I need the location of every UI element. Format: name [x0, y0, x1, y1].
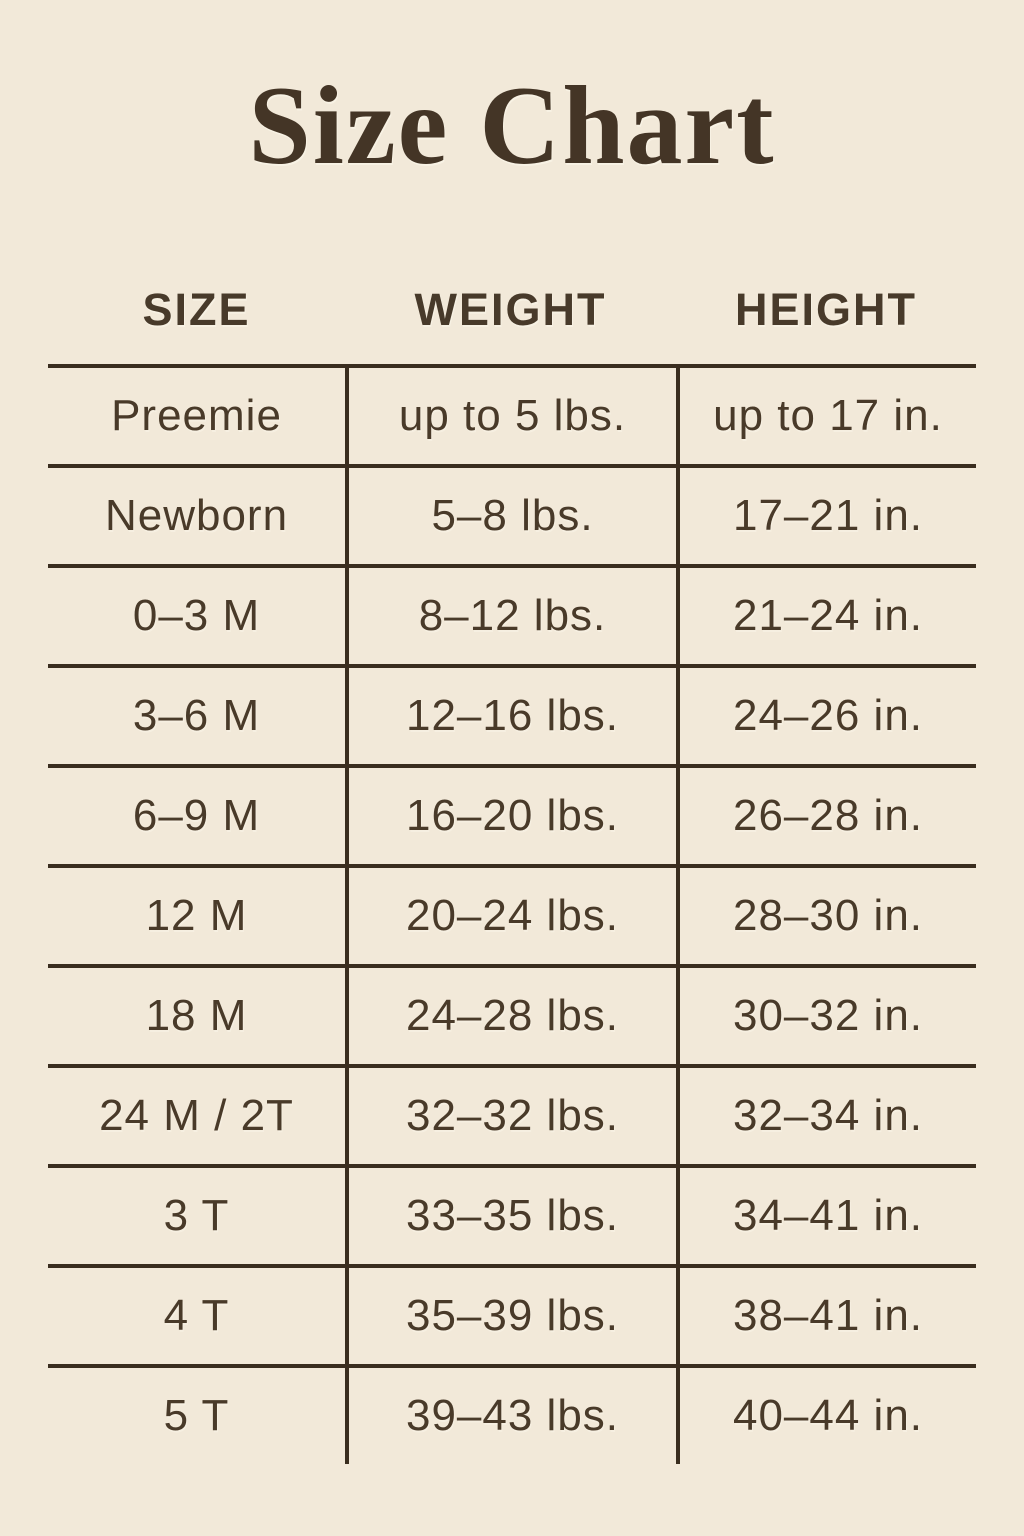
table-header-row: SIZE WEIGHT HEIGHT — [48, 196, 976, 364]
height-cell: 38–41 in. — [676, 1268, 976, 1364]
weight-cell: 16–20 lbs. — [345, 768, 676, 864]
height-cell: 26–28 in. — [676, 768, 976, 864]
table-row: 3 T 33–35 lbs. 34–41 in. — [48, 1164, 976, 1264]
weight-cell: up to 5 lbs. — [345, 368, 676, 464]
weight-cell: 12–16 lbs. — [345, 668, 676, 764]
size-cell: 6–9 M — [132, 791, 261, 840]
header-cell-height: HEIGHT — [734, 284, 917, 335]
weight-cell: 33–35 lbs. — [345, 1168, 676, 1264]
weight-cell: 24–28 lbs. — [345, 968, 676, 1064]
height-cell: 40–44 in. — [676, 1368, 976, 1464]
size-cell: 24 M / 2T — [99, 1091, 294, 1140]
table-row: 4 T 35–39 lbs. 38–41 in. — [48, 1264, 976, 1364]
weight-cell: 20–24 lbs. — [345, 868, 676, 964]
table-row: 6–9 M 16–20 lbs. 26–28 in. — [48, 764, 976, 864]
size-cell: Preemie — [111, 391, 282, 440]
size-cell: 3–6 M — [132, 691, 261, 740]
weight-cell: 8–12 lbs. — [345, 568, 676, 664]
table-body: Preemie up to 5 lbs. up to 17 in. Newborn 5–… — [48, 364, 976, 1464]
size-chart-table: SIZE WEIGHT HEIGHT Preemie up to 5 lbs. up t… — [48, 196, 976, 1464]
header-cell-size: SIZE — [142, 284, 251, 335]
height-cell: 17–21 in. — [676, 468, 976, 564]
header-cell-weight: WEIGHT — [414, 284, 607, 335]
height-cell: 30–32 in. — [676, 968, 976, 1064]
table-row: 3–6 M 12–16 lbs. 24–26 in. — [48, 664, 976, 764]
height-cell: 28–30 in. — [676, 868, 976, 964]
size-cell: 12 M — [145, 891, 248, 940]
height-cell: 21–24 in. — [676, 568, 976, 664]
size-cell: 0–3 M — [132, 591, 261, 640]
table-row: 0–3 M 8–12 lbs. 21–24 in. — [48, 564, 976, 664]
table-row: Newborn 5–8 lbs. 17–21 in. — [48, 464, 976, 564]
height-cell: up to 17 in. — [676, 368, 976, 464]
weight-cell: 35–39 lbs. — [345, 1268, 676, 1364]
table-row: 24 M / 2T 32–32 lbs. 32–34 in. — [48, 1064, 976, 1164]
page-title: Size Chart — [248, 64, 776, 188]
weight-cell: 5–8 lbs. — [345, 468, 676, 564]
table-row: Preemie up to 5 lbs. up to 17 in. — [48, 364, 976, 464]
size-cell: 18 M — [145, 991, 248, 1040]
size-cell: 3 T — [163, 1191, 230, 1240]
height-cell: 34–41 in. — [676, 1168, 976, 1264]
size-cell: 4 T — [163, 1291, 230, 1340]
height-cell: 24–26 in. — [676, 668, 976, 764]
table-row: 5 T 39–43 lbs. 40–44 in. — [48, 1364, 976, 1464]
table-row: 12 M 20–24 lbs. 28–30 in. — [48, 864, 976, 964]
table-row: 18 M 24–28 lbs. 30–32 in. — [48, 964, 976, 1064]
weight-cell: 39–43 lbs. — [345, 1368, 676, 1464]
size-cell: 5 T — [163, 1391, 230, 1440]
height-cell: 32–34 in. — [676, 1068, 976, 1164]
weight-cell: 32–32 lbs. — [345, 1068, 676, 1164]
size-cell: Newborn — [104, 491, 289, 540]
